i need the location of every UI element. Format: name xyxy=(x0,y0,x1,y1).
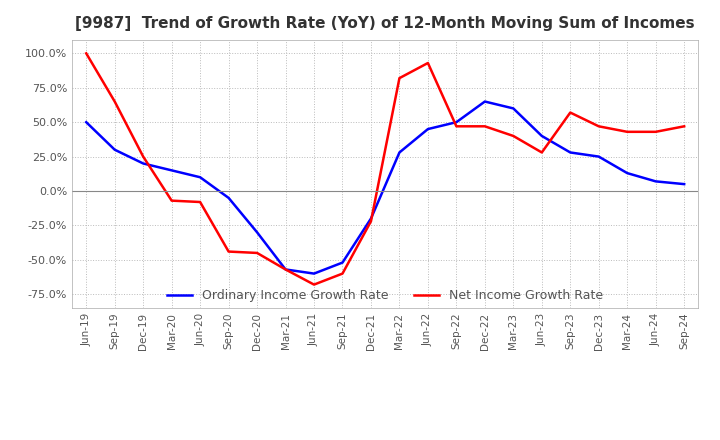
Net Income Growth Rate xyxy=(167,198,176,203)
Net Income Growth Rate xyxy=(110,99,119,104)
Net Income Growth Rate xyxy=(480,124,489,129)
Net Income Growth Rate xyxy=(680,124,688,129)
Ordinary Income Growth Rate xyxy=(167,168,176,173)
Ordinary Income Growth Rate xyxy=(282,267,290,272)
Ordinary Income Growth Rate xyxy=(253,230,261,235)
Ordinary Income Growth Rate xyxy=(82,120,91,125)
Ordinary Income Growth Rate xyxy=(338,260,347,265)
Ordinary Income Growth Rate xyxy=(423,126,432,132)
Net Income Growth Rate xyxy=(253,250,261,256)
Ordinary Income Growth Rate xyxy=(566,150,575,155)
Ordinary Income Growth Rate xyxy=(110,147,119,152)
Ordinary Income Growth Rate xyxy=(652,179,660,184)
Net Income Growth Rate xyxy=(537,150,546,155)
Net Income Growth Rate xyxy=(338,271,347,276)
Ordinary Income Growth Rate xyxy=(310,271,318,276)
Ordinary Income Growth Rate xyxy=(366,216,375,221)
Ordinary Income Growth Rate xyxy=(196,175,204,180)
Net Income Growth Rate xyxy=(310,282,318,287)
Net Income Growth Rate xyxy=(366,219,375,224)
Net Income Growth Rate xyxy=(509,133,518,139)
Ordinary Income Growth Rate xyxy=(395,150,404,155)
Ordinary Income Growth Rate xyxy=(452,120,461,125)
Ordinary Income Growth Rate xyxy=(595,154,603,159)
Line: Net Income Growth Rate: Net Income Growth Rate xyxy=(86,53,684,285)
Title: [9987]  Trend of Growth Rate (YoY) of 12-Month Moving Sum of Incomes: [9987] Trend of Growth Rate (YoY) of 12-… xyxy=(76,16,695,32)
Net Income Growth Rate xyxy=(282,267,290,272)
Net Income Growth Rate xyxy=(225,249,233,254)
Ordinary Income Growth Rate xyxy=(623,170,631,176)
Net Income Growth Rate xyxy=(566,110,575,115)
Ordinary Income Growth Rate xyxy=(139,161,148,166)
Net Income Growth Rate xyxy=(139,154,148,159)
Ordinary Income Growth Rate xyxy=(480,99,489,104)
Net Income Growth Rate xyxy=(196,199,204,205)
Line: Ordinary Income Growth Rate: Ordinary Income Growth Rate xyxy=(86,102,684,274)
Net Income Growth Rate xyxy=(423,60,432,66)
Ordinary Income Growth Rate xyxy=(680,181,688,187)
Net Income Growth Rate xyxy=(82,51,91,56)
Net Income Growth Rate xyxy=(623,129,631,135)
Net Income Growth Rate xyxy=(395,76,404,81)
Ordinary Income Growth Rate xyxy=(225,195,233,201)
Net Income Growth Rate xyxy=(652,129,660,135)
Ordinary Income Growth Rate xyxy=(509,106,518,111)
Legend: Ordinary Income Growth Rate, Net Income Growth Rate: Ordinary Income Growth Rate, Net Income … xyxy=(163,284,608,307)
Ordinary Income Growth Rate xyxy=(537,133,546,139)
Net Income Growth Rate xyxy=(452,124,461,129)
Net Income Growth Rate xyxy=(595,124,603,129)
